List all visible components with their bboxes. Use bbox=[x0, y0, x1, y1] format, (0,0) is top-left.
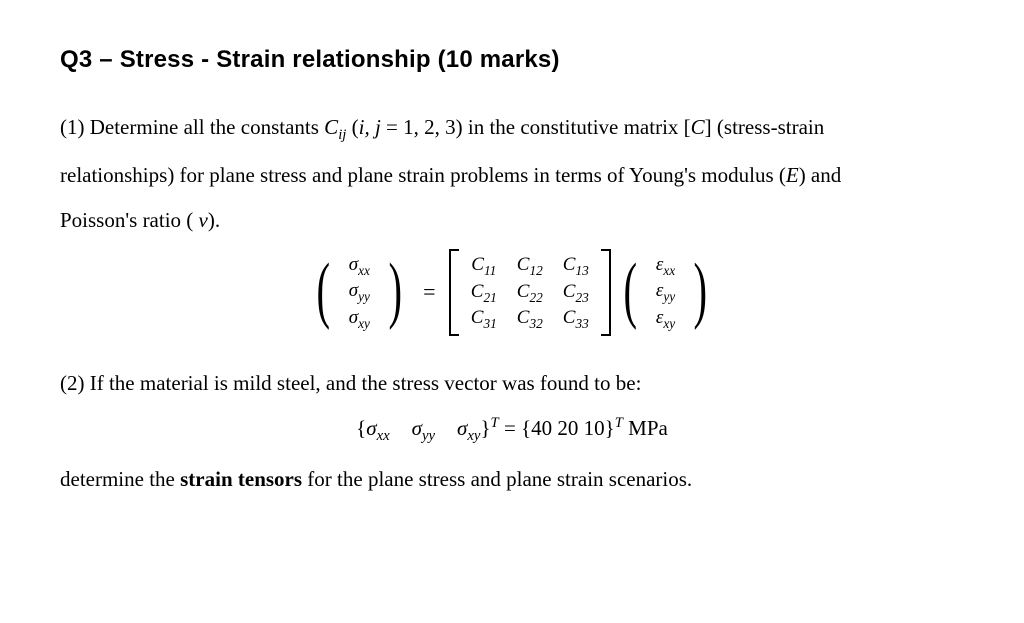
text: ). bbox=[208, 208, 220, 232]
sub: 12 bbox=[529, 263, 542, 278]
transpose: T bbox=[491, 415, 499, 431]
var-C: C bbox=[324, 115, 338, 139]
transpose: T bbox=[615, 415, 623, 431]
sub: xy bbox=[663, 316, 675, 331]
c: C bbox=[471, 281, 484, 302]
c: C bbox=[517, 281, 530, 302]
paren-left-icon: ( bbox=[316, 257, 330, 323]
brace-open: { bbox=[356, 416, 366, 440]
text: for the plane stress and plane strain sc… bbox=[302, 467, 692, 491]
part2-line1: (2) If the material is mild steel, and t… bbox=[60, 364, 964, 403]
sub: xy bbox=[358, 316, 370, 331]
sub: yy bbox=[663, 289, 675, 304]
text: = 1, 2, 3) in the constitutive matrix [ bbox=[381, 115, 691, 139]
unit: MPa bbox=[623, 416, 668, 440]
brace-close: } bbox=[480, 416, 490, 440]
sigma: σ bbox=[349, 280, 358, 301]
text: ) and bbox=[799, 163, 842, 187]
paren-left-icon: ( bbox=[624, 257, 638, 323]
sub: 33 bbox=[575, 315, 588, 330]
c: C bbox=[471, 307, 484, 328]
strain-column: εxx εyy εxy bbox=[648, 253, 683, 332]
sub: yy bbox=[358, 289, 370, 304]
text: Poisson's ratio ( bbox=[60, 208, 199, 232]
stress-vector-values: {σxxσyyσxy}T = {40 20 10}T MPa bbox=[60, 409, 964, 450]
sigma: σ bbox=[349, 307, 358, 328]
strain-tensors-label: strain tensors bbox=[180, 467, 302, 491]
sigma: σ bbox=[457, 416, 467, 440]
sub: xx bbox=[358, 263, 370, 278]
text: determine the bbox=[60, 467, 180, 491]
sub: 11 bbox=[484, 263, 496, 278]
c: C bbox=[563, 307, 576, 328]
part2-line2: determine the strain tensors for the pla… bbox=[60, 460, 964, 499]
text: (1) Determine all the constants bbox=[60, 115, 324, 139]
part1-line1: (1) Determine all the constants Cij (i, … bbox=[60, 108, 964, 149]
paren-right-icon: ) bbox=[694, 257, 708, 323]
sub: xx bbox=[377, 428, 390, 444]
var-C2: C bbox=[691, 115, 705, 139]
sub: 31 bbox=[483, 315, 496, 330]
text: relationships) for plane stress and plan… bbox=[60, 163, 786, 187]
sub: 21 bbox=[483, 289, 496, 304]
question-title: Q3 – Stress - Strain relationship (10 ma… bbox=[60, 38, 964, 82]
stress-vector: ( σxx σyy σxy ) bbox=[309, 253, 410, 332]
paren-right-icon: ) bbox=[389, 257, 403, 323]
equals-sign: = bbox=[415, 279, 443, 305]
question-page: Q3 – Stress - Strain relationship (10 ma… bbox=[0, 0, 1024, 525]
C-matrix: C11 C12 C13 C21 C22 C23 C31 C32 C33 bbox=[449, 249, 611, 335]
sigma: σ bbox=[412, 416, 422, 440]
sub: yy bbox=[422, 428, 435, 444]
strain-vector: ( εxx εyy εxy ) bbox=[616, 253, 715, 332]
matrix-grid: C11 C12 C13 C21 C22 C23 C31 C32 C33 bbox=[461, 253, 599, 331]
part1-line3: Poisson's ratio ( ν). bbox=[60, 201, 964, 240]
sub: 22 bbox=[529, 289, 542, 304]
var-nu: ν bbox=[199, 208, 208, 232]
stress-column: σxx σyy σxy bbox=[341, 253, 378, 332]
constitutive-equation: ( σxx σyy σxy ) = C11 C12 C13 C21 bbox=[60, 249, 964, 335]
sub: 23 bbox=[575, 289, 588, 304]
matrix-brackets: C11 C12 C13 C21 C22 C23 C31 C32 C33 bbox=[449, 249, 611, 335]
sub: xx bbox=[663, 263, 675, 278]
text: ] (stress-strain bbox=[705, 115, 825, 139]
c: C bbox=[517, 254, 530, 275]
sub: 32 bbox=[529, 315, 542, 330]
var-ij: i, j bbox=[359, 115, 381, 139]
c: C bbox=[471, 254, 484, 275]
c: C bbox=[517, 307, 530, 328]
var-E: E bbox=[786, 163, 799, 187]
text: ( bbox=[346, 115, 358, 139]
c: C bbox=[563, 281, 576, 302]
c: C bbox=[563, 254, 576, 275]
sub: xy bbox=[467, 428, 480, 444]
sigma: σ bbox=[366, 416, 376, 440]
sigma: σ bbox=[349, 254, 358, 275]
sub: 13 bbox=[575, 263, 588, 278]
part1-line2: relationships) for plane stress and plan… bbox=[60, 156, 964, 195]
equals-values: = {40 20 10} bbox=[499, 416, 615, 440]
